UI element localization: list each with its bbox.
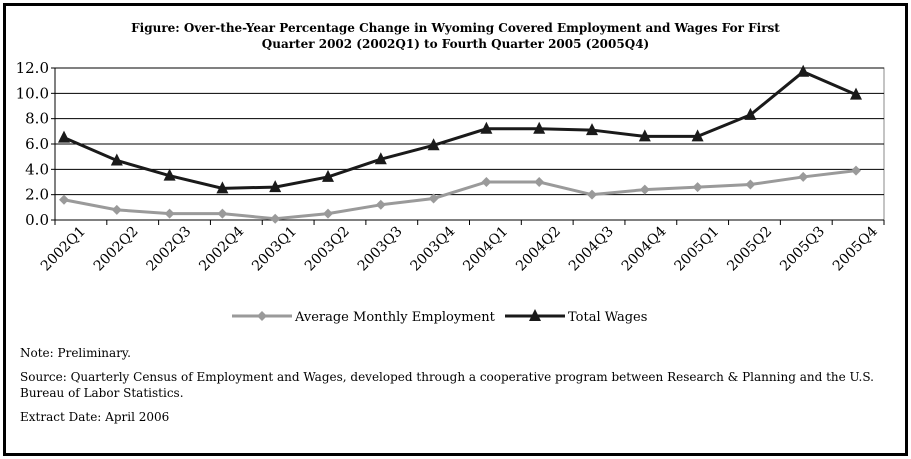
average-monthly-employment-point bbox=[745, 179, 756, 190]
total-wages-line bbox=[63, 70, 857, 190]
total-wages-point bbox=[427, 138, 440, 151]
x-tick-label: 2005Q2 bbox=[724, 224, 775, 275]
x-tick-label: 2004Q2 bbox=[513, 224, 564, 275]
x-tick-label: 2004Q1 bbox=[460, 224, 511, 275]
average-monthly-employment-point bbox=[375, 199, 386, 210]
source-text: Source: Quarterly Census of Employment a… bbox=[20, 370, 874, 400]
average-monthly-employment-point bbox=[798, 171, 809, 182]
chart-title: Figure: Over-the-Year Percentage Change … bbox=[0, 20, 911, 52]
legend-marker bbox=[257, 311, 267, 321]
x-tick-label: 2003Q4 bbox=[408, 223, 459, 274]
average-monthly-employment-point bbox=[428, 193, 439, 204]
total-wages-point bbox=[322, 169, 334, 182]
note-text: Note: Preliminary. bbox=[20, 346, 131, 360]
average-monthly-employment-point bbox=[323, 208, 333, 219]
total-wages-point bbox=[110, 153, 123, 166]
x-tick-label: 2005Q4 bbox=[830, 223, 881, 274]
total-wages-point bbox=[638, 129, 651, 142]
notes: Note: Preliminary. Source: Quarterly Cen… bbox=[20, 345, 880, 433]
total-wages-point bbox=[374, 152, 387, 165]
total-wages-point bbox=[163, 168, 176, 181]
title-line-2: Quarter 2002 (2002Q1) to Fourth Quarter … bbox=[261, 37, 650, 51]
x-tick-label: 2002Q4 bbox=[196, 223, 247, 274]
y-tick-label: 4.0 bbox=[25, 160, 49, 178]
legend-label: Total Wages bbox=[568, 310, 647, 325]
average-monthly-employment-point bbox=[481, 177, 492, 187]
total-wages-point bbox=[691, 129, 704, 142]
extract-date: Extract Date: April 2006 bbox=[20, 410, 170, 424]
figure-frame bbox=[3, 3, 908, 456]
average-monthly-employment-point bbox=[270, 213, 281, 224]
x-tick-label: 2004Q3 bbox=[566, 224, 617, 275]
total-wages-point bbox=[58, 130, 70, 143]
total-wages-point bbox=[533, 121, 546, 134]
average-monthly-employment-line bbox=[63, 169, 857, 221]
x-tick-label: 2002Q1 bbox=[38, 224, 89, 275]
average-monthly-employment-point bbox=[692, 182, 703, 193]
average-monthly-employment-point bbox=[851, 165, 861, 176]
total-wages-point bbox=[586, 123, 598, 136]
x-tick-label: 2005Q1 bbox=[672, 224, 723, 275]
legend-marker bbox=[529, 309, 541, 321]
legend-label: Average Monthly Employment bbox=[294, 310, 496, 325]
x-tick-label: 2003Q2 bbox=[302, 224, 353, 275]
x-tick-label: 2004Q4 bbox=[619, 223, 670, 274]
total-wages-point bbox=[216, 181, 229, 194]
total-wages-point bbox=[744, 107, 757, 120]
average-monthly-employment-point bbox=[534, 177, 545, 187]
x-tick-label: 2005Q3 bbox=[777, 224, 828, 275]
total-wages-point bbox=[269, 180, 282, 193]
y-tick-label: 6.0 bbox=[25, 135, 49, 153]
average-monthly-employment-point bbox=[587, 189, 597, 200]
x-tick-label: 2002Q2 bbox=[91, 224, 142, 275]
y-tick-label: 0.0 bbox=[25, 211, 49, 229]
total-wages-point bbox=[797, 64, 810, 77]
y-tick-label: 12.0 bbox=[16, 59, 49, 77]
average-monthly-employment-point bbox=[59, 194, 69, 205]
average-monthly-employment-point bbox=[639, 184, 650, 195]
average-monthly-employment-point bbox=[111, 204, 122, 215]
total-wages-point bbox=[850, 87, 862, 100]
total-wages-point bbox=[480, 121, 493, 134]
x-tick-label: 2002Q3 bbox=[144, 224, 195, 275]
y-tick-label: 2.0 bbox=[25, 186, 49, 204]
average-monthly-employment-point bbox=[217, 208, 228, 219]
x-tick-label: 2003Q3 bbox=[355, 224, 406, 275]
title-line-1: Figure: Over-the-Year Percentage Change … bbox=[131, 21, 780, 35]
x-tick-label: 2003Q1 bbox=[249, 224, 300, 275]
average-monthly-employment-point bbox=[164, 208, 175, 219]
y-tick-label: 8.0 bbox=[25, 110, 49, 128]
y-tick-label: 10.0 bbox=[16, 84, 49, 102]
